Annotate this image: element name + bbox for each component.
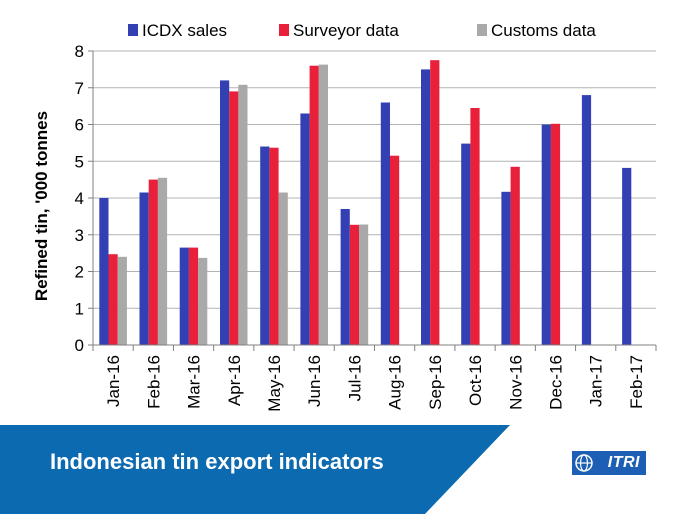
bar-icdx-sales <box>179 247 189 345</box>
legend-swatch <box>279 24 289 36</box>
bar-surveyor-data <box>148 179 158 345</box>
y-tick-label: 4 <box>75 189 84 208</box>
x-tick-label: Jul-16 <box>345 355 364 401</box>
legend-swatch <box>477 24 487 36</box>
axes <box>88 50 657 351</box>
y-tick-label: 2 <box>75 263 84 282</box>
x-tick-label: Sep-16 <box>426 355 445 410</box>
bar-icdx-sales <box>260 146 270 345</box>
bar-customs-data <box>157 177 168 345</box>
y-axis-title: Refined tin, '000 tonnes <box>32 111 51 301</box>
y-tick-label: 3 <box>75 226 84 245</box>
banner <box>0 425 510 514</box>
bar-icdx-sales <box>380 102 390 345</box>
y-tick-label: 7 <box>75 79 84 98</box>
globe-icon <box>575 454 593 472</box>
bar-icdx-sales <box>139 192 149 345</box>
bar-surveyor-data <box>470 108 480 345</box>
chart: 0 1 2 3 4 5 6 7 8 Jan-16 Feb-16 Mar-16 Apr-16 May-16… <box>32 21 657 412</box>
x-tick-label: Jan-17 <box>587 355 606 407</box>
bar-icdx-sales <box>300 113 310 345</box>
banner-title: Indonesian tin export indicators <box>50 449 384 474</box>
bar-surveyor-data <box>309 65 319 345</box>
bar-surveyor-data <box>390 155 400 345</box>
bar-icdx-sales <box>581 95 592 345</box>
bar-customs-data <box>198 257 208 345</box>
legend-swatch <box>128 24 138 36</box>
bar-customs-data <box>238 84 248 346</box>
bar-surveyor-data <box>510 166 520 345</box>
x-tick-label: Jun-16 <box>305 355 324 407</box>
x-tick-label: Oct-16 <box>466 355 485 406</box>
bar-icdx-sales <box>541 124 551 345</box>
legend-label: Customs data <box>491 21 596 40</box>
bar-customs-data <box>278 192 288 345</box>
legend: ICDX sales Surveyor data Customs data <box>128 21 596 40</box>
legend-label: Surveyor data <box>293 21 399 40</box>
y-tick-label: 1 <box>75 299 84 318</box>
bar-surveyor-data <box>430 60 440 345</box>
bar-icdx-sales <box>501 191 511 345</box>
logo-text: ITRI <box>607 454 640 471</box>
x-tick-label: Feb-17 <box>627 355 646 409</box>
banner-shape <box>0 425 510 514</box>
y-tick-labels: 0 1 2 3 4 5 6 7 8 <box>75 42 84 355</box>
bar-icdx-sales <box>421 69 431 346</box>
x-tick-label: Nov-16 <box>506 355 525 410</box>
bar-icdx-sales <box>340 209 350 345</box>
gridlines <box>93 50 656 346</box>
bar-surveyor-data <box>349 224 359 345</box>
y-tick-label: 5 <box>75 152 84 171</box>
legend-label: ICDX sales <box>142 21 227 40</box>
x-tick-labels: Jan-16 Feb-16 Mar-16 Apr-16 May-16 Jun-16 Jul-… <box>104 355 646 412</box>
y-tick-label: 8 <box>75 42 84 61</box>
x-tick-label: May-16 <box>265 355 284 412</box>
x-tick-label: Jan-16 <box>104 355 123 407</box>
bar-icdx-sales <box>461 143 471 345</box>
bar-surveyor-data <box>269 147 279 345</box>
bar-customs-data <box>318 64 328 345</box>
y-tick-label: 6 <box>75 116 84 135</box>
bar-icdx-sales <box>622 167 632 345</box>
y-tick-label: 0 <box>75 336 84 355</box>
x-tick-label: Dec-16 <box>547 355 566 410</box>
bar-customs-data <box>359 224 369 345</box>
x-tick-label: Aug-16 <box>386 355 405 410</box>
x-tick-label: Mar-16 <box>185 355 204 409</box>
bars <box>99 60 632 346</box>
bar-surveyor-data <box>188 247 199 345</box>
x-tick-label: Feb-16 <box>144 355 163 409</box>
x-tick-label: Apr-16 <box>225 355 244 406</box>
itri-logo: ITRI <box>572 451 646 475</box>
bar-icdx-sales <box>99 198 109 345</box>
bar-customs-data <box>117 256 127 345</box>
bar-surveyor-data <box>108 254 118 345</box>
bar-icdx-sales <box>220 80 230 346</box>
bar-surveyor-data <box>550 123 561 345</box>
bar-surveyor-data <box>229 91 239 346</box>
